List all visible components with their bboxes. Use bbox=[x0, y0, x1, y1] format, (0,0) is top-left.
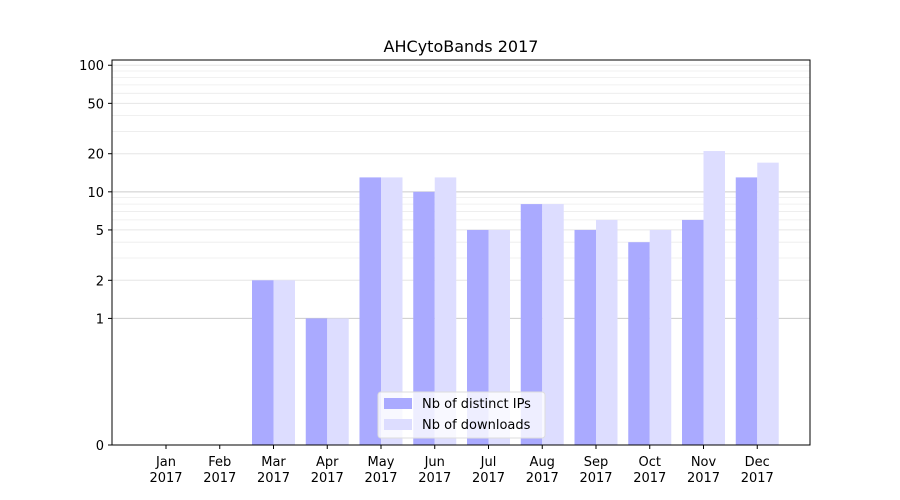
x-tick-label-month: Oct bbox=[639, 455, 661, 470]
x-tick-label-year: 2017 bbox=[472, 471, 505, 486]
y-tick-label: 1 bbox=[96, 312, 104, 327]
x-tick-label-year: 2017 bbox=[633, 471, 666, 486]
bar-downloads bbox=[542, 204, 564, 445]
legend-swatch bbox=[384, 398, 412, 409]
bar-distinct-ips bbox=[359, 177, 381, 446]
bar-downloads bbox=[703, 151, 725, 445]
x-tick-label-month: Sep bbox=[584, 455, 609, 470]
bar-downloads bbox=[327, 318, 349, 445]
y-tick-label: 20 bbox=[87, 148, 104, 163]
bar-distinct-ips bbox=[628, 242, 650, 445]
x-tick-label-month: Jan bbox=[155, 455, 176, 470]
y-tick-label: 5 bbox=[96, 224, 104, 239]
bar-downloads bbox=[649, 229, 672, 445]
y-tick-label: 10 bbox=[87, 186, 104, 201]
bar-downloads bbox=[434, 177, 457, 446]
bar-distinct-ips bbox=[305, 318, 328, 445]
bar-downloads bbox=[488, 229, 510, 445]
x-tick-label-year: 2017 bbox=[364, 471, 397, 486]
bar-downloads bbox=[381, 177, 403, 446]
legend-box bbox=[377, 391, 546, 439]
x-axis: Jan2017Feb2017Mar2017Apr2017May2017Jun20… bbox=[149, 445, 774, 486]
legend-label: Nb of distinct IPs bbox=[422, 397, 531, 412]
x-tick-label-month: Jul bbox=[480, 455, 497, 470]
x-tick-label-year: 2017 bbox=[741, 471, 774, 486]
bar-downloads bbox=[273, 280, 295, 445]
x-tick-label-month: Apr bbox=[316, 455, 339, 470]
bar-distinct-ips bbox=[413, 191, 435, 445]
bar-distinct-ips bbox=[574, 229, 596, 445]
y-tick-label: 2 bbox=[96, 274, 104, 289]
y-tick-label: 50 bbox=[87, 97, 104, 112]
x-tick-label-year: 2017 bbox=[311, 471, 344, 486]
bar-distinct-ips bbox=[735, 177, 758, 446]
bar-distinct-ips bbox=[252, 280, 274, 445]
x-tick-label-year: 2017 bbox=[203, 471, 236, 486]
x-tick-label-year: 2017 bbox=[579, 471, 612, 486]
x-tick-label-month: Feb bbox=[208, 455, 231, 470]
x-tick-label-month: Nov bbox=[691, 455, 717, 470]
x-tick-label-year: 2017 bbox=[257, 471, 290, 486]
x-tick-label-month: Aug bbox=[530, 455, 555, 470]
bar-distinct-ips bbox=[682, 219, 704, 445]
x-tick-label-month: May bbox=[368, 455, 395, 470]
bar-downloads bbox=[757, 162, 779, 445]
legend: Nb of distinct IPs Nb of downloads bbox=[377, 391, 546, 439]
plot-frame bbox=[111, 59, 811, 446]
x-tick-label-month: Jun bbox=[424, 455, 445, 470]
bars bbox=[252, 151, 779, 446]
chart-title: AHCytoBands 2017 bbox=[384, 37, 539, 56]
x-tick-label-year: 2017 bbox=[526, 471, 559, 486]
bar-downloads bbox=[596, 219, 618, 445]
x-tick-label-year: 2017 bbox=[687, 471, 720, 486]
legend-label: Nb of downloads bbox=[422, 418, 531, 433]
y-tick-label: 100 bbox=[79, 59, 104, 74]
legend-swatch bbox=[384, 419, 412, 430]
bar-distinct-ips bbox=[520, 204, 543, 445]
y-axis: 0 1 2 5 10 20 50 100 bbox=[79, 59, 112, 454]
x-tick-label-month: Dec bbox=[745, 455, 770, 470]
bar-distinct-ips bbox=[467, 229, 489, 445]
y-tick-label: 0 bbox=[96, 439, 104, 454]
x-tick-label-year: 2017 bbox=[418, 471, 451, 486]
x-tick-label-year: 2017 bbox=[149, 471, 182, 486]
x-tick-label-month: Mar bbox=[261, 455, 286, 470]
